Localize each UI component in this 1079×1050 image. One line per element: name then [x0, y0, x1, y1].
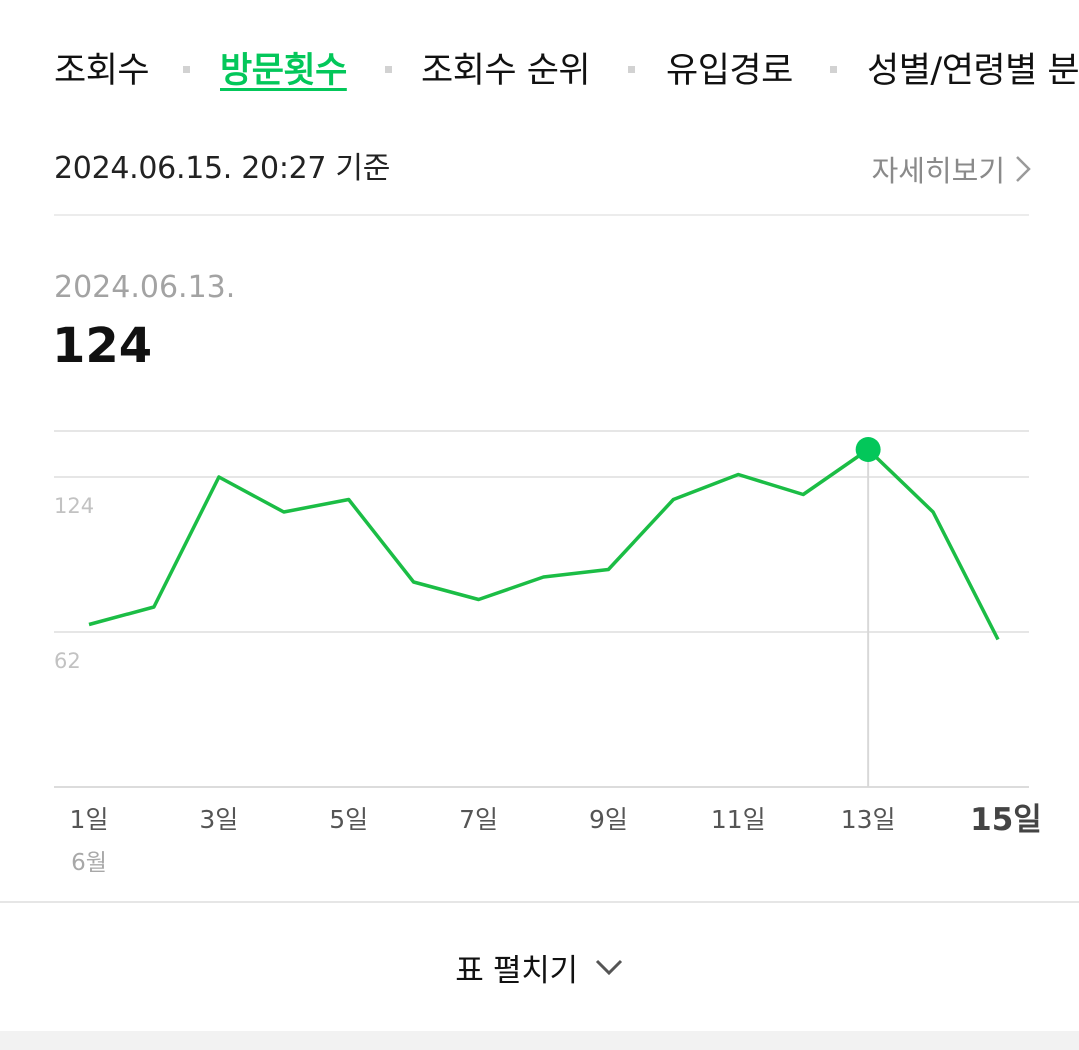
x-tick-label: 9일 — [589, 805, 628, 834]
x-tick-label: 13일 — [841, 805, 896, 834]
tab-separator — [830, 66, 837, 73]
expand-table-label: 표 펼치기 — [455, 952, 578, 989]
tab-visits[interactable]: 방문횟수 — [220, 51, 347, 91]
tab-separator — [385, 66, 392, 73]
x-tick-label: 1일 — [70, 805, 109, 834]
visits-line-chart[interactable]: 124 62 1일 3일 5일 7일 9일 11일 13일 15일 6월 — [0, 0, 1079, 900]
chevron-down-icon — [595, 959, 622, 976]
tab-separator — [183, 66, 190, 73]
stats-tab-bar: 조회수 방문횟수 조회수 순위 유입경로 성별/연령별 분 — [0, 0, 1079, 140]
y-tick-label: 124 — [54, 494, 94, 518]
y-tick-label: 62 — [54, 649, 81, 673]
x-tick-label: 11일 — [711, 805, 766, 834]
tab-referrer[interactable]: 유입경로 — [666, 51, 793, 91]
chevron-right-icon — [1016, 156, 1031, 182]
selected-value: 124 — [52, 318, 153, 374]
x-tick-label: 15일 — [970, 802, 1042, 838]
tab-view-ranking[interactable]: 조회수 순위 — [421, 51, 591, 91]
month-label: 6월 — [71, 850, 107, 876]
divider — [0, 901, 1079, 903]
x-tick-label: 3일 — [199, 805, 238, 834]
expand-table-button[interactable]: 표 펼치기 — [0, 903, 1079, 1031]
x-tick-label: 5일 — [329, 805, 368, 834]
bottom-band — [0, 1031, 1079, 1050]
selected-date: 2024.06.13. — [54, 270, 236, 305]
divider — [54, 214, 1029, 216]
detail-link-label: 자세히보기 — [871, 154, 1005, 188]
tab-gender-age[interactable]: 성별/연령별 분 — [867, 51, 1079, 91]
x-tick-label: 7일 — [459, 805, 498, 834]
tab-separator — [628, 66, 635, 73]
highlight-point[interactable] — [855, 437, 881, 462]
detail-link[interactable]: 자세히보기 — [872, 146, 1031, 192]
series-line — [88, 447, 1000, 641]
tab-views[interactable]: 조회수 — [54, 51, 150, 91]
data-basis-time: 2024.06.15. 20:27 기준 — [54, 151, 391, 186]
